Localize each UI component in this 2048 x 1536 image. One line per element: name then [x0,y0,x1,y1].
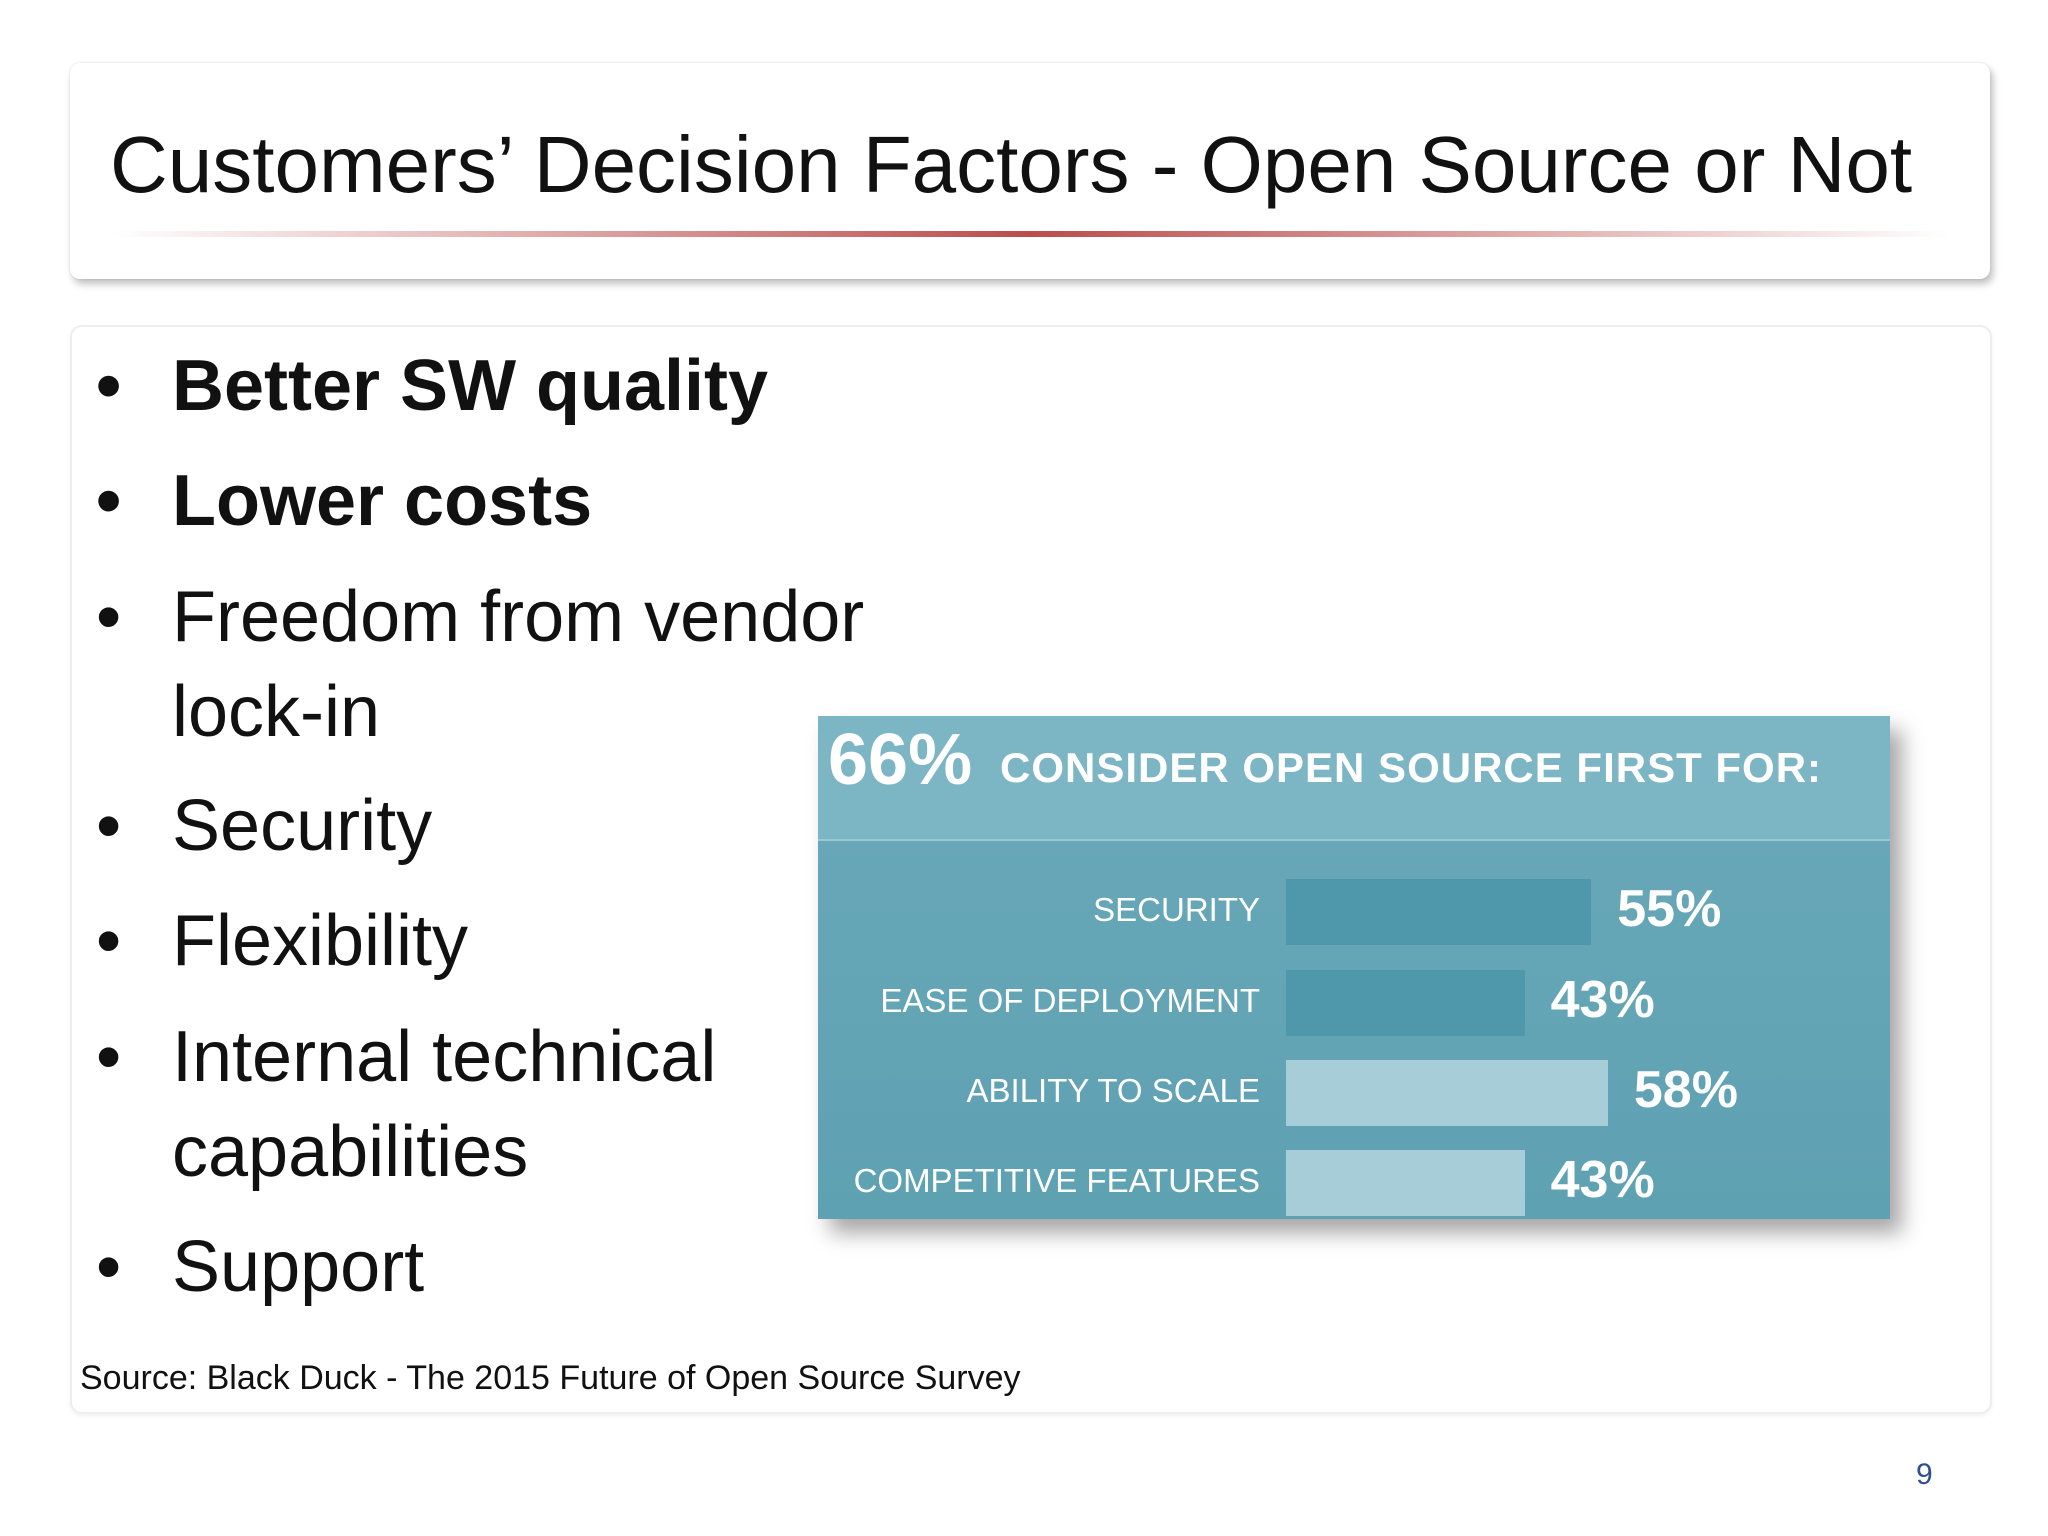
bullet-item: Lower costs [96,454,932,549]
bar-label: SECURITY [1093,891,1260,928]
bar [1286,1150,1525,1216]
bar-row: ABILITY TO SCALE 58% [818,1060,1890,1126]
bar-value-label: 43% [1550,1151,1655,1209]
bar-label: COMPETITIVE FEATURES [853,1162,1260,1199]
bar-label: EASE OF DEPLOYMENT [880,982,1260,1019]
bar-row: SECURITY 55% [818,879,1890,945]
slide-title: Customers’ Decision Factors - Open Sourc… [110,120,1913,209]
bar-row: COMPETITIVE FEATURES 43% [818,1150,1890,1216]
infographic-header: 66% CONSIDER OPEN SOURCE FIRST FOR: [818,716,1890,841]
survey-infographic: 66% CONSIDER OPEN SOURCE FIRST FOR: SECU… [818,716,1890,1219]
bar-label: ABILITY TO SCALE [966,1072,1260,1109]
headline-text: CONSIDER OPEN SOURCE FIRST FOR: [1000,744,1823,791]
bar-value-label: 55% [1617,880,1722,938]
bullet-item: Flexibility [96,894,932,989]
bullet-item: Better SW quality [96,339,932,434]
bar-value-label: 58% [1633,1061,1738,1119]
bar [1286,970,1525,1036]
bullet-item: Security [96,779,932,874]
bar [1286,1060,1608,1126]
title-underline [110,231,1950,237]
bullet-item: Internal technical capabilities [96,1010,812,1200]
bar-value-label: 43% [1550,971,1655,1029]
source-citation: Source: Black Duck - The 2015 Future of … [80,1359,1021,1397]
bar-row: EASE OF DEPLOYMENT 43% [818,970,1890,1036]
bullet-item: Freedom from vendor lock-in [96,570,932,760]
bullet-item: Support [96,1220,932,1315]
bar [1286,879,1592,945]
title-box: Customers’ Decision Factors - Open Sourc… [70,63,1990,279]
page-number: 9 [1916,1458,1933,1491]
headline-percentage: 66% [828,720,973,800]
